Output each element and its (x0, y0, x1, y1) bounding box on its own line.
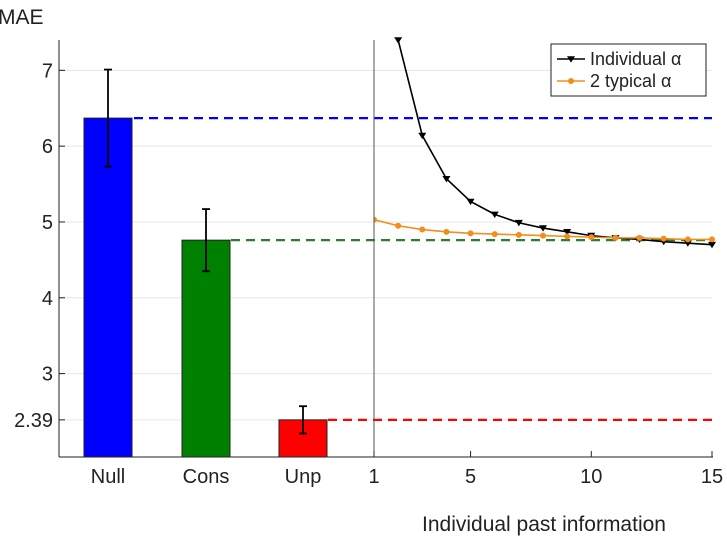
series-point (588, 234, 595, 241)
bar-null (83, 117, 133, 458)
y-tick-label: 7 (42, 60, 53, 82)
bar-layer (83, 68, 328, 458)
legend-marker (568, 78, 574, 84)
series-point (636, 234, 643, 241)
series-point (374, 216, 377, 223)
bar-cons (181, 239, 231, 458)
series-point (708, 241, 716, 249)
y-tick-label: 4 (42, 288, 53, 310)
series-point (466, 198, 475, 206)
grid-layer (59, 69, 712, 421)
x-category-label: Null (91, 466, 125, 488)
series-point (491, 231, 498, 238)
line-layer (374, 37, 716, 249)
series-group (374, 37, 716, 249)
y-tick-label: 6 (42, 136, 53, 158)
y-tick-label: 5 (42, 212, 53, 234)
legend-label: Individual α (590, 49, 681, 69)
series-point (539, 225, 547, 232)
series-point (540, 232, 546, 239)
reference-lines (134, 116, 712, 421)
y-tick-label: 2.39 (14, 410, 53, 432)
x-category-label: Cons (183, 466, 230, 488)
x-tick-label: 15 (701, 466, 723, 488)
legend-box (550, 43, 707, 97)
x-tick-label: 1 (368, 466, 379, 488)
series-point (467, 230, 474, 237)
legend-marker (567, 56, 575, 63)
series-point (490, 211, 499, 218)
y-axis-title: MAE (0, 6, 44, 29)
x-axis-title: Individual past information (422, 513, 666, 536)
series-point (563, 229, 572, 236)
series-point (709, 236, 715, 243)
series-point (514, 219, 523, 227)
series-point (418, 132, 427, 140)
series-point (660, 235, 667, 242)
series-point (564, 233, 571, 240)
series-line (397, 39, 713, 246)
series-point (442, 175, 451, 183)
series-point (395, 222, 402, 229)
series-point (419, 226, 426, 233)
x-tick-label: 10 (580, 466, 602, 488)
series-point (515, 231, 522, 238)
series-point (683, 240, 692, 247)
series-point (443, 228, 450, 235)
series-point (394, 37, 403, 44)
legend-label: 2 typical α (590, 71, 671, 91)
x-tick-label: 5 (465, 466, 476, 488)
x-category-label: Unp (285, 466, 322, 488)
series-point (612, 234, 619, 241)
legend: Individual α2 typical α (550, 43, 707, 97)
y-tick-label: 3 (42, 364, 53, 386)
series-point (684, 236, 691, 243)
